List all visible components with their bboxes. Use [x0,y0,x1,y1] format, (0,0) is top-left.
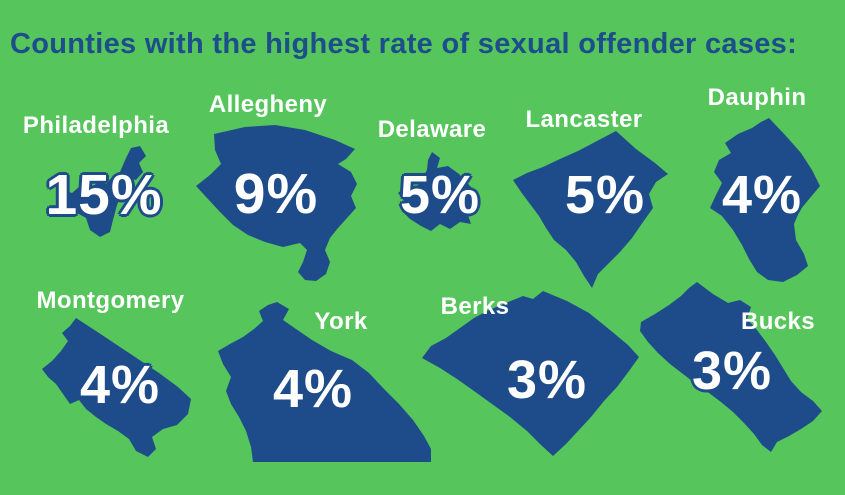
county-value-lancaster: 5% [564,165,646,225]
county-value-philadelphia: 15% [45,163,163,227]
county-shape-philadelphia [58,146,146,237]
county-label-york: York [314,308,368,335]
county-label-lancaster: Lancaster [525,106,643,133]
county-label-philadelphia: Philadelphia [22,112,170,139]
county-value-york: 4% [272,359,354,419]
county-value-montgomery: 4% [79,355,161,415]
county-value-allegheny: 9% [233,162,319,226]
county-value-dauphin: 4% [721,165,803,225]
county-shape-allegheny [196,125,357,281]
county-shape-bucks [640,282,822,452]
county-label-delaware: Delaware [377,116,487,143]
county-shape-berks [422,291,639,456]
county-shape-york [218,302,431,462]
county-label-dauphin: Dauphin [707,84,807,111]
county-shape-lancaster [513,131,668,288]
county-label-bucks: Bucks [740,308,816,335]
county-value-berks: 3% [506,350,588,410]
county-value-delaware: 5% [399,165,481,225]
page-title: Counties with the highest rate of sexual… [10,28,798,60]
county-value-bucks: 3% [691,341,773,401]
county-shape-montgomery [42,318,191,457]
county-shape-dauphin [710,118,820,282]
county-label-montgomery: Montgomery [36,287,185,314]
county-shape-delaware [398,152,479,231]
county-label-berks: Berks [440,293,510,320]
county-label-allegheny: Allegheny [208,91,328,118]
